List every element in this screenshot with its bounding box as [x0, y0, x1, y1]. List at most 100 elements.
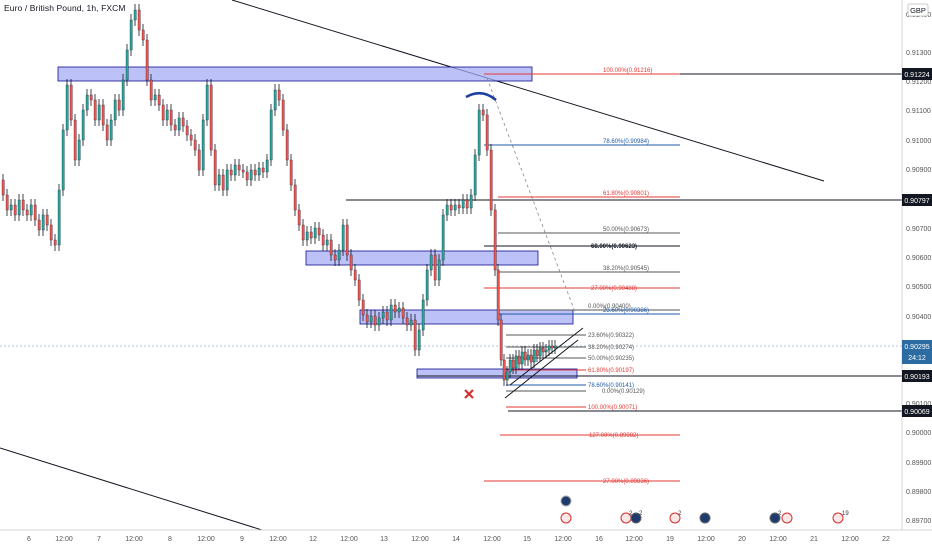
candle-body — [532, 349, 536, 363]
price-tick-label: 0.89900 — [906, 460, 931, 467]
candle-body — [253, 169, 257, 176]
fib-extension-levels[interactable] — [484, 245, 680, 482]
wedge-line-upper[interactable] — [509, 327, 584, 386]
candle-body — [365, 314, 369, 323]
candle-body — [41, 214, 45, 231]
candle-body — [301, 224, 305, 241]
candle-body — [321, 234, 325, 246]
candle-body — [37, 219, 41, 231]
time-axis[interactable]: 6 12:00 7 12:00 8 12:00 9 12:00 12 12:00 13 12:00 14… — [27, 536, 890, 543]
candle-body — [511, 359, 515, 369]
candle-body — [33, 204, 37, 221]
level-price-tag — [902, 68, 932, 80]
economic-events-row[interactable]: 2 2 2 2 19 — [560, 495, 849, 524]
level-price-value: 0.90797 — [904, 198, 929, 205]
candle-body — [85, 94, 89, 111]
time-tick-label: 12:00 — [841, 536, 859, 543]
candle-body — [13, 204, 17, 216]
time-tick-label: 12:00 — [625, 536, 643, 543]
trend-line-lower[interactable] — [0, 447, 263, 531]
candle-body — [101, 104, 105, 126]
event-icon[interactable] — [630, 512, 642, 524]
price-tick-label: 0.91100 — [906, 108, 931, 115]
price-tick-label: 0.90500 — [906, 284, 931, 291]
candle-body — [441, 214, 445, 261]
candle-body — [449, 204, 453, 211]
event-icon[interactable] — [669, 512, 681, 524]
fib-upper-label: 38.20%(0.90545) — [603, 266, 649, 272]
level-price-value: 0.90193 — [904, 374, 929, 381]
price-tick-label: 0.91200 — [906, 79, 931, 86]
candle-body — [544, 349, 548, 353]
event-count-badge: 2 — [639, 511, 643, 517]
candle-body — [349, 254, 353, 271]
zone-lower[interactable] — [359, 309, 574, 325]
cross-marker[interactable] — [464, 389, 474, 399]
fib-upper-label: 78.60%(0.90984) — [603, 139, 649, 145]
event-icon[interactable] — [560, 495, 572, 507]
time-tick-label: 12:00 — [769, 536, 787, 543]
candle-body — [185, 125, 189, 136]
event-count-badge: 19 — [842, 511, 849, 517]
candle-body — [385, 311, 389, 321]
candle-body — [397, 307, 401, 313]
price-tick-label: 0.91300 — [906, 50, 931, 57]
event-icon[interactable] — [560, 512, 572, 524]
candle-body — [425, 269, 429, 301]
candle-body — [333, 254, 337, 261]
candle-body — [535, 349, 539, 357]
event-icon[interactable] — [781, 512, 793, 524]
event-icon[interactable] — [769, 512, 781, 524]
fib-upper-label: 61.80%(0.90801) — [603, 191, 649, 197]
fib-trend-dashed — [486, 77, 576, 313]
event-count-badge: 2 — [778, 511, 782, 517]
candle-body — [508, 359, 512, 373]
price-tick-label: 0.90100 — [906, 401, 931, 408]
candle-body — [309, 231, 313, 239]
candle-body — [221, 174, 225, 191]
candle-body — [133, 9, 137, 21]
zone-mid[interactable] — [305, 250, 539, 266]
time-tick-label: 12 — [309, 536, 317, 543]
time-tick-label: 12:00 — [411, 536, 429, 543]
candle-body — [89, 94, 93, 101]
fib-lower-label: 61.80%(0.90197) — [588, 368, 634, 374]
fib-upper-label: 23.60%(0.90386) — [603, 308, 649, 314]
time-tick-label: 13 — [380, 536, 388, 543]
fib-extension-label: -27.00%(0.90488) — [589, 286, 637, 292]
trend-line-upper[interactable] — [231, 0, 825, 182]
time-tick-label: 9 — [240, 536, 244, 543]
time-tick-label: 6 — [27, 536, 31, 543]
event-icon[interactable] — [832, 512, 844, 524]
candle-body — [217, 174, 221, 186]
fib-retracement-upper[interactable] — [484, 73, 680, 315]
candle-body — [481, 109, 485, 116]
candle-body — [181, 117, 185, 127]
candle-body — [393, 304, 397, 313]
candle-body — [293, 184, 297, 211]
event-count-badge: 2 — [678, 511, 682, 517]
candle-body — [109, 119, 113, 141]
candle-body — [453, 204, 457, 211]
candle-body — [45, 214, 49, 226]
candle-body — [337, 249, 341, 261]
candle-body — [137, 9, 141, 31]
candle-body — [237, 164, 241, 171]
countdown-value: 24:12 — [908, 355, 926, 362]
candle-body — [421, 299, 425, 331]
zone-bottom[interactable] — [416, 368, 578, 379]
candle-body — [473, 154, 477, 196]
candle-body — [153, 94, 157, 101]
fib-lower-label: 50.00%(0.90235) — [588, 356, 634, 362]
wedge-line-lower[interactable] — [504, 339, 579, 399]
candle-body — [129, 19, 133, 51]
candle-body — [169, 109, 173, 126]
price-axis-panel[interactable] — [902, 0, 932, 530]
top-arc-marker[interactable] — [465, 91, 497, 102]
price-tick-label: 0.90700 — [906, 226, 931, 233]
event-icon[interactable] — [699, 512, 711, 524]
zone-top[interactable] — [57, 66, 533, 82]
candle-body — [341, 224, 345, 251]
